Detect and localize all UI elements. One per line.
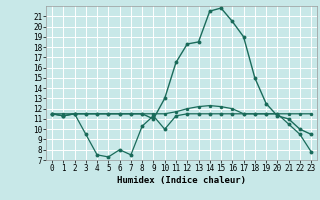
X-axis label: Humidex (Indice chaleur): Humidex (Indice chaleur) [117,176,246,185]
